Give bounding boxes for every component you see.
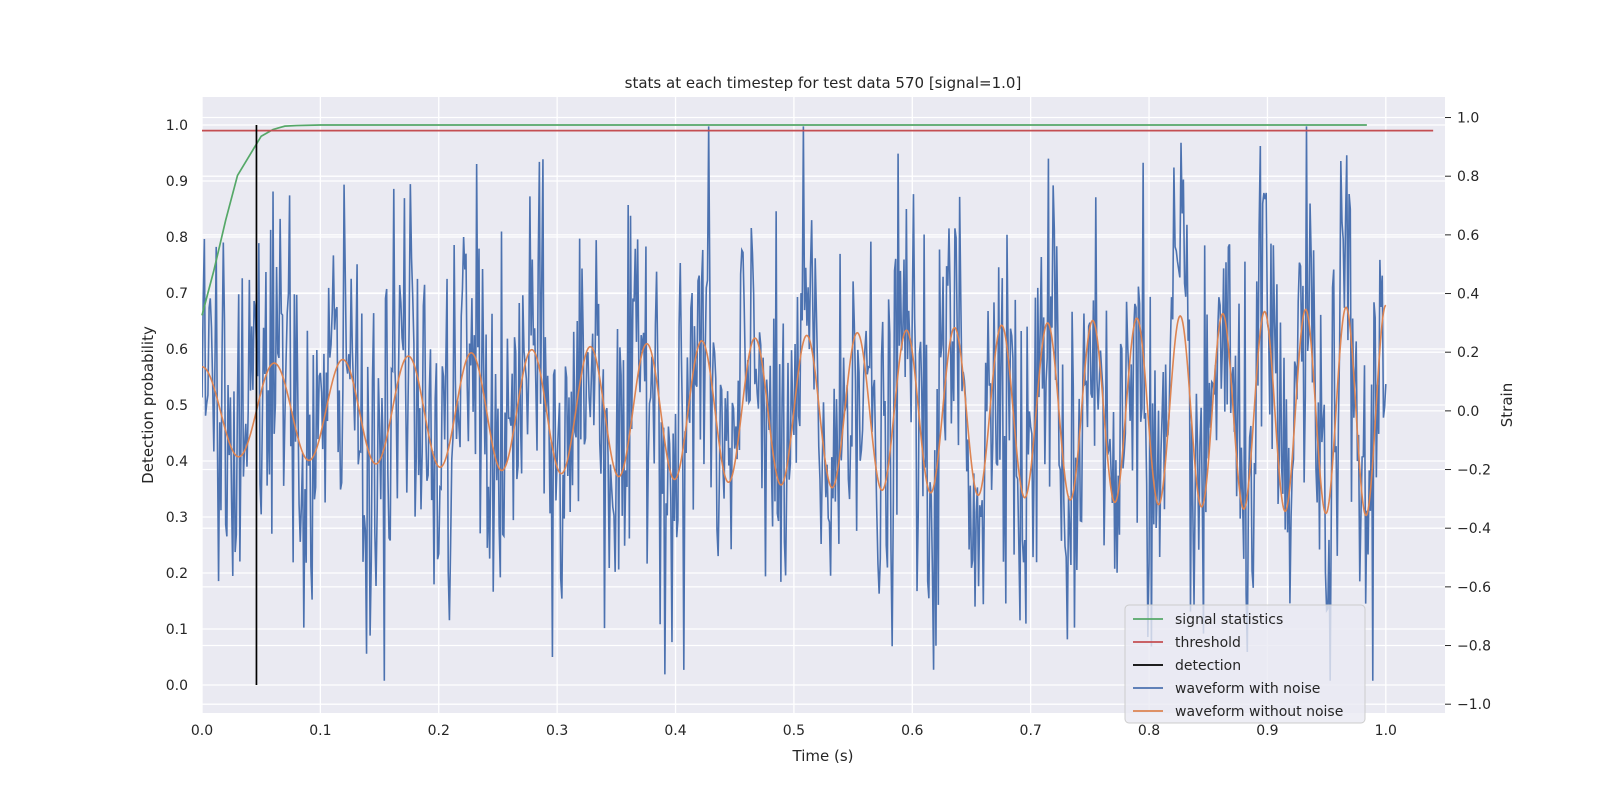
series-waveform-with-noise	[202, 126, 1387, 681]
y-axis-right-label: Strain	[1498, 383, 1516, 427]
series-layer	[201, 124, 1434, 685]
y-right-tick-label: 0.4	[1457, 287, 1479, 303]
y-left-tick-label: 1.0	[166, 118, 188, 134]
y-left-tick-label: 0.5	[166, 398, 188, 414]
legend-label: waveform without noise	[1175, 704, 1343, 720]
y-left-tick-label: 0.3	[166, 510, 188, 526]
legend-label: signal statistics	[1175, 612, 1283, 628]
y-left-tick-label: 0.9	[166, 174, 188, 190]
x-tick-label: 0.3	[546, 723, 568, 739]
y-right-tick-label: 1.0	[1457, 111, 1479, 127]
y-left-tick-label: 0.7	[166, 286, 188, 302]
legend-label: detection	[1175, 658, 1241, 674]
x-tick-label: 1.0	[1375, 723, 1397, 739]
legend: signal statistics threshold detection wavef…	[1124, 604, 1366, 724]
y-left-tick-label: 0.0	[166, 678, 188, 694]
y-right-tick-label: −0.8	[1457, 639, 1491, 655]
y-left-tick-label: 0.1	[166, 622, 188, 638]
y-left-tick-label: 0.4	[166, 454, 188, 470]
legend-label: threshold	[1175, 635, 1241, 651]
x-tick-label: 0.1	[309, 723, 331, 739]
y-right-tick-label: −1.0	[1457, 697, 1491, 713]
legend-box	[1124, 604, 1366, 724]
x-tick-label: 0.4	[664, 723, 686, 739]
x-axis-label: Time (s)	[792, 747, 854, 765]
y-right-tick-label: 0.0	[1457, 404, 1479, 420]
y-right-tick-label: 0.8	[1457, 169, 1479, 185]
y-right-tick-label: −0.2	[1457, 463, 1491, 479]
x-tick-label: 0.2	[428, 723, 450, 739]
y-left-tick-label: 0.8	[166, 230, 188, 246]
y-right-tick-label: 0.6	[1457, 228, 1479, 244]
y-right-tick-label: 0.2	[1457, 345, 1479, 361]
x-tick-label: 0.5	[783, 723, 805, 739]
y-axis-right: −1.0 −0.8 −0.6 −0.4 −0.2 0.0 0.2 0.4 0.6 0.8 1.0	[1445, 111, 1491, 713]
series-waveform-without-noise	[201, 304, 1387, 517]
y-axis-left-label: Detection probability	[139, 326, 157, 484]
x-tick-label: 0.6	[901, 723, 923, 739]
x-tick-label: 0.8	[1138, 723, 1160, 739]
y-right-tick-label: −0.4	[1457, 521, 1491, 537]
chart-title: stats at each timestep for test data 570…	[625, 74, 1022, 92]
legend-label: waveform with noise	[1175, 681, 1320, 697]
series-signal-statistics	[201, 124, 1367, 316]
y-left-tick-label: 0.2	[166, 566, 188, 582]
x-tick-label: 0.0	[191, 723, 213, 739]
x-tick-label: 0.7	[1020, 723, 1042, 739]
x-axis: 0.0 0.1 0.2 0.3 0.4 0.5 0.6 0.7 0.8 0.9 1.0	[191, 723, 1397, 739]
x-tick-label: 0.9	[1256, 723, 1278, 739]
y-left-tick-label: 0.6	[166, 342, 188, 358]
y-axis-left: 0.0 0.1 0.2 0.3 0.4 0.5 0.6 0.7 0.8 0.9 1.0	[166, 118, 188, 694]
y-right-tick-label: −0.6	[1457, 580, 1491, 596]
